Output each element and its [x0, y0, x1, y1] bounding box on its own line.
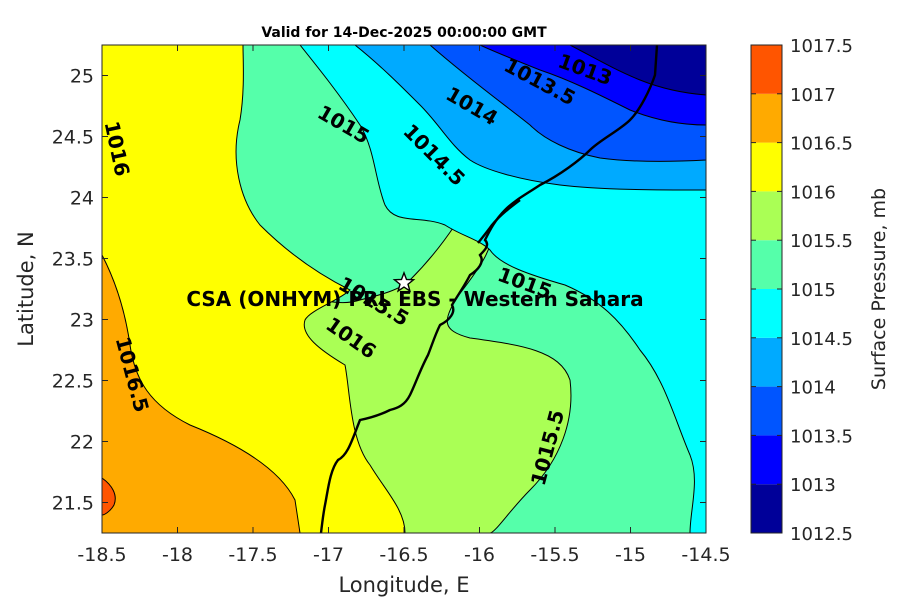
colorbar-tick-label: 1017 — [790, 85, 836, 106]
peninsula — [477, 199, 521, 244]
band-1012.5-1013 — [569, 45, 706, 96]
x-tick-label: -18.5 — [77, 544, 126, 566]
colorbar-segment — [751, 484, 782, 533]
y-axis: 21.5 22 22.5 23 23.5 24 24.5 25 — [52, 66, 706, 515]
colorbar-tick-label: 1013 — [790, 475, 836, 496]
colorbar-segment — [751, 289, 782, 338]
colorbar-segment — [751, 337, 782, 387]
colorbar-tick-label: 1017.5 — [790, 36, 853, 57]
coastline — [319, 45, 659, 533]
y-axis-label: Latitude, N — [14, 231, 38, 347]
colorbar-segment — [751, 435, 782, 485]
colorbar-segment — [751, 93, 782, 143]
colorbar-tick-label: 1014.5 — [790, 329, 853, 350]
x-tick-label: -17.5 — [228, 544, 277, 566]
contour-field: 10131013.510141014.5101510151015.51015.5… — [102, 45, 706, 533]
x-tick-label: -16.5 — [379, 544, 428, 566]
y-tick-label: 23 — [70, 310, 94, 332]
y-tick-label: 25 — [70, 66, 94, 88]
colorbar-segment — [751, 240, 782, 289]
colorbar-segment — [751, 191, 782, 241]
x-tick-label: -15.5 — [530, 544, 579, 566]
site-label: CSA (ONHYM) PRL EBS - Western Sahara — [186, 287, 643, 311]
y-tick-label: 22.5 — [52, 371, 94, 393]
y-tick-label: 23.5 — [52, 249, 94, 271]
site-star-icon — [392, 270, 416, 293]
y-tick-label: 21.5 — [52, 493, 94, 515]
x-tick-label: -16 — [464, 544, 495, 566]
site-marker-group: CSA (ONHYM) PRL EBS - Western Sahara — [186, 270, 644, 311]
chart-title: Valid for 14-Dec-2025 00:00:00 GMT — [261, 25, 547, 41]
band-1017-1017.5 — [102, 477, 116, 516]
colorbar-tick-label: 1016.5 — [790, 134, 853, 155]
x-tick-label: -15 — [615, 544, 646, 566]
band-1016-1016.5 — [102, 45, 406, 533]
y-tick-label: 24 — [70, 188, 94, 210]
x-axis-label: Longitude, E — [338, 573, 469, 597]
colorbar-label: Surface Pressure, mb — [868, 188, 890, 390]
x-axis: -18.5 -18 -17.5 -17 -16.5 -16 -15.5 -15 -14.5 — [77, 45, 731, 566]
y-tick-label: 24.5 — [52, 127, 94, 149]
y-tick-label: 22 — [70, 432, 94, 454]
x-tick-label: -14.5 — [681, 544, 730, 566]
band-1016.5-1017 — [102, 254, 301, 533]
colorbar-tick-label: 1016 — [790, 182, 836, 203]
colorbar-segment — [751, 142, 782, 192]
x-tick-label: -17 — [313, 544, 344, 566]
colorbar-tick-label: 1015 — [790, 280, 836, 301]
colorbar: 1012.5 1013 1013.5 1014 1014.5 1015 1015.5 1016… — [750, 36, 853, 545]
colorbar-segment — [751, 45, 782, 94]
colorbar-segment — [751, 386, 782, 436]
colorbar-tick-label: 1015.5 — [790, 231, 853, 252]
colorbar-tick-label: 1013.5 — [790, 426, 853, 447]
x-tick-label: -18 — [162, 544, 193, 566]
colorbar-tick-label: 1012.5 — [790, 524, 853, 545]
colorbar-tick-label: 1014 — [790, 378, 836, 399]
